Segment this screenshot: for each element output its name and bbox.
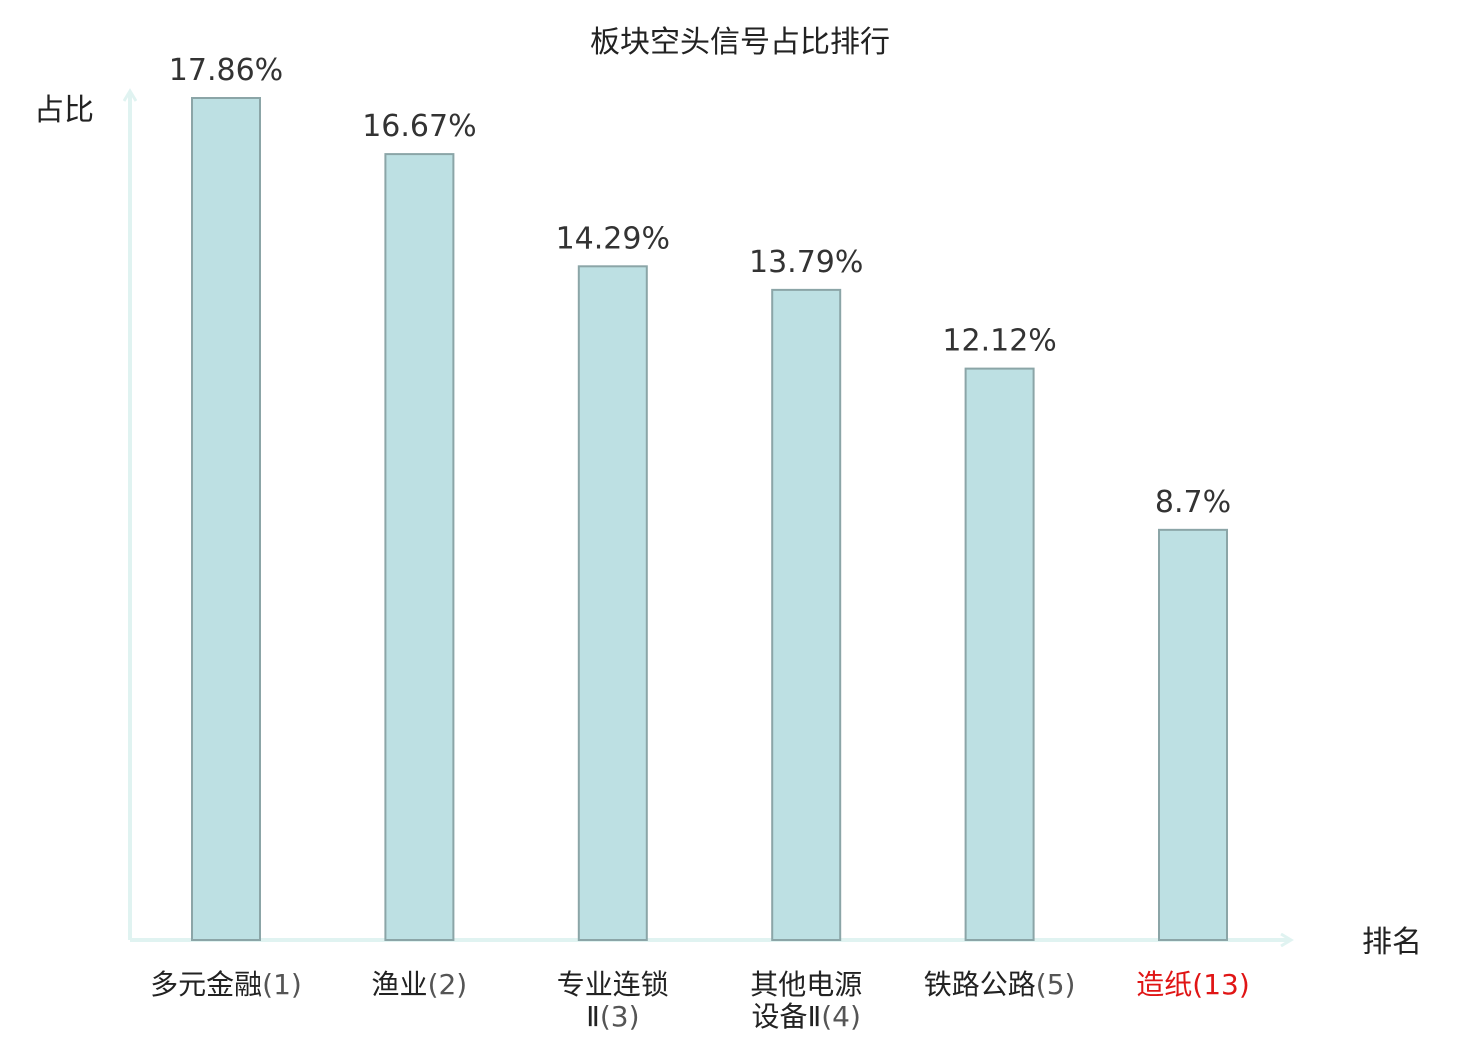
x-tick-label: 多元金融(1) — [150, 968, 302, 1001]
rank-label: (1) — [262, 968, 302, 1001]
bar — [577, 265, 648, 941]
rank-label: (2) — [428, 968, 468, 1001]
y-axis-label: 占比 — [34, 93, 94, 128]
x-tick-label: 渔业(2) — [372, 968, 468, 1001]
x-tick-label: 其他电源 — [750, 968, 862, 1001]
x-tick-label: Ⅱ(3) — [586, 1000, 639, 1033]
x-tick-label: 设备Ⅱ(4) — [751, 1000, 860, 1033]
rank-label: (13) — [1192, 968, 1249, 1001]
data-label: 13.79% — [749, 245, 863, 280]
rank-label: (5) — [1036, 968, 1076, 1001]
value-label-group: 17.86% 16.67% 14.29% 13.79% 12.12% 8.7% — [169, 53, 1231, 520]
x-tick-label: 铁路公路(5) — [924, 968, 1076, 1001]
x-tick-label: 造纸(13) — [1136, 968, 1250, 1001]
data-label: 14.29% — [556, 221, 670, 256]
data-label: 17.86% — [169, 53, 283, 88]
bar — [1158, 528, 1228, 941]
rank-label: (4) — [821, 1000, 861, 1033]
data-label: 12.12% — [942, 324, 1056, 359]
data-label: 16.67% — [362, 109, 476, 144]
bar — [771, 288, 842, 941]
bar — [384, 153, 455, 941]
x-axis-label: 排名 — [1362, 925, 1422, 960]
x-tick-label: 专业连锁 — [557, 968, 669, 1001]
chart-title: 板块空头信号占比排行 — [590, 25, 890, 60]
bar — [191, 97, 261, 941]
data-label: 8.7% — [1155, 485, 1231, 520]
rank-label: (3) — [600, 1000, 640, 1033]
bar-group — [191, 97, 1228, 941]
bar — [964, 367, 1035, 941]
